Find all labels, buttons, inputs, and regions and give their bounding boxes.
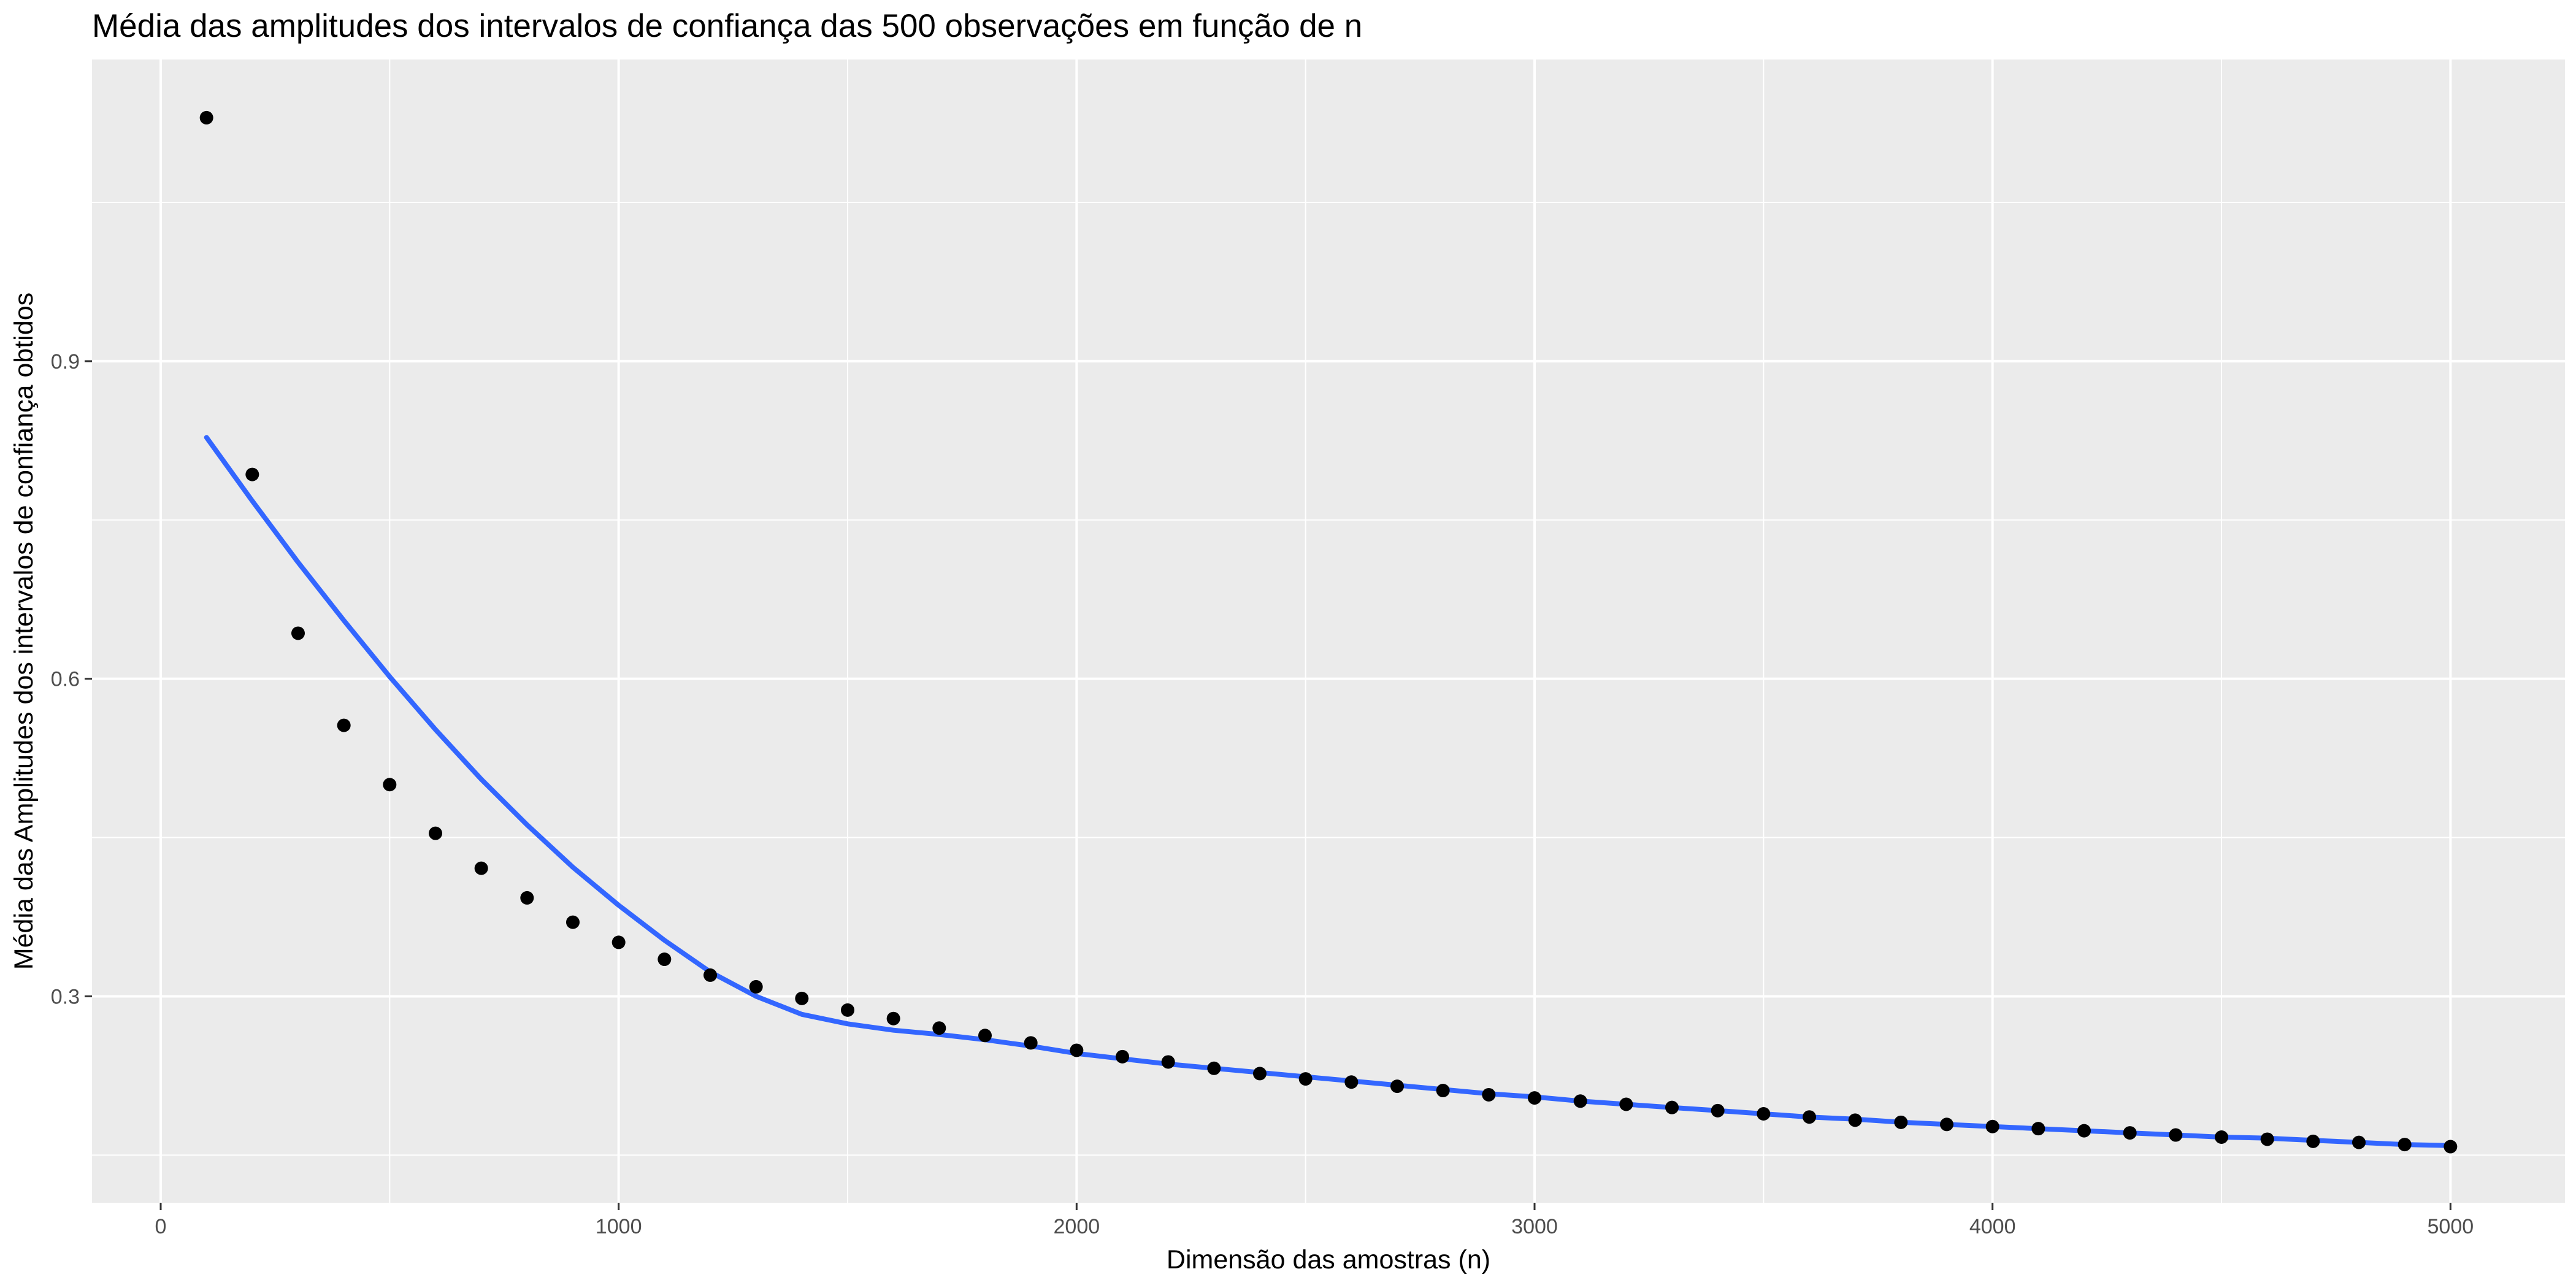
data-point <box>1940 1117 1953 1132</box>
data-point <box>1390 1079 1404 1094</box>
data-point <box>657 953 672 967</box>
y-axis-label: Média das Amplitudes dos intervalos de c… <box>9 293 39 970</box>
data-point <box>795 991 809 1005</box>
x-axis-label: Dimensão das amostras (n) <box>1167 1245 1490 1275</box>
x-tick-label: 2000 <box>1054 1215 1100 1238</box>
data-point <box>2444 1140 2458 1154</box>
data-point <box>1436 1084 1450 1098</box>
data-point <box>1024 1036 1038 1050</box>
data-point <box>1253 1067 1267 1081</box>
data-point <box>1298 1072 1313 1086</box>
data-point <box>1344 1075 1359 1089</box>
data-point <box>566 915 580 929</box>
grid-major <box>92 59 2565 1203</box>
x-tick-label: 0 <box>155 1215 167 1238</box>
data-point <box>2169 1128 2183 1142</box>
data-point <box>703 968 717 982</box>
data-point <box>429 826 442 840</box>
data-point <box>1665 1100 1679 1114</box>
data-point <box>1161 1055 1175 1069</box>
chart-title: Média das amplitudes dos intervalos de c… <box>92 8 1362 44</box>
y-tick-label: 0.3 <box>51 985 80 1008</box>
data-point <box>1207 1061 1221 1075</box>
data-point <box>1116 1049 1129 1064</box>
y-tick-label: 0.6 <box>51 668 80 691</box>
y-tick-label: 0.9 <box>51 350 80 374</box>
data-points <box>199 110 2458 1154</box>
data-point <box>1070 1043 1084 1057</box>
data-point <box>841 1003 854 1017</box>
data-point <box>2352 1135 2366 1149</box>
data-point <box>1848 1113 1862 1127</box>
data-point <box>245 467 259 481</box>
grid-minor <box>92 59 2565 1203</box>
smooth-trend-line <box>204 435 2453 1148</box>
plot-panel <box>92 59 2565 1203</box>
data-point <box>2031 1122 2045 1136</box>
x-tick-label: 4000 <box>1969 1215 2016 1238</box>
data-point <box>886 1011 900 1025</box>
data-point <box>2306 1134 2320 1148</box>
y-axis-ticks: 0.3 0.6 0.9 <box>51 350 92 1008</box>
data-point <box>978 1029 992 1043</box>
data-point <box>1482 1087 1496 1102</box>
x-tick-label: 1000 <box>596 1215 642 1238</box>
x-axis-ticks: 0 1000 2000 3000 4000 5000 <box>155 1203 2474 1238</box>
data-point <box>2123 1126 2137 1140</box>
data-point <box>1573 1094 1587 1108</box>
data-point <box>1528 1091 1541 1105</box>
data-point <box>2215 1130 2228 1144</box>
x-tick-label: 3000 <box>1511 1215 1558 1238</box>
x-tick-label: 5000 <box>2428 1215 2474 1238</box>
data-point <box>932 1021 946 1035</box>
data-point <box>749 979 763 994</box>
data-point <box>199 110 213 125</box>
data-point <box>1757 1107 1771 1121</box>
data-point <box>1894 1115 1908 1129</box>
data-point <box>2260 1132 2274 1146</box>
data-point <box>337 718 351 732</box>
data-point <box>2398 1138 2412 1152</box>
data-point <box>1803 1110 1816 1124</box>
data-point <box>474 861 488 875</box>
data-point <box>1619 1097 1633 1111</box>
data-point <box>1985 1119 1999 1133</box>
data-point <box>1711 1103 1725 1117</box>
data-point <box>611 935 626 949</box>
data-point <box>383 778 397 792</box>
data-point <box>291 626 305 640</box>
data-point <box>520 891 534 905</box>
data-point <box>2077 1124 2091 1138</box>
